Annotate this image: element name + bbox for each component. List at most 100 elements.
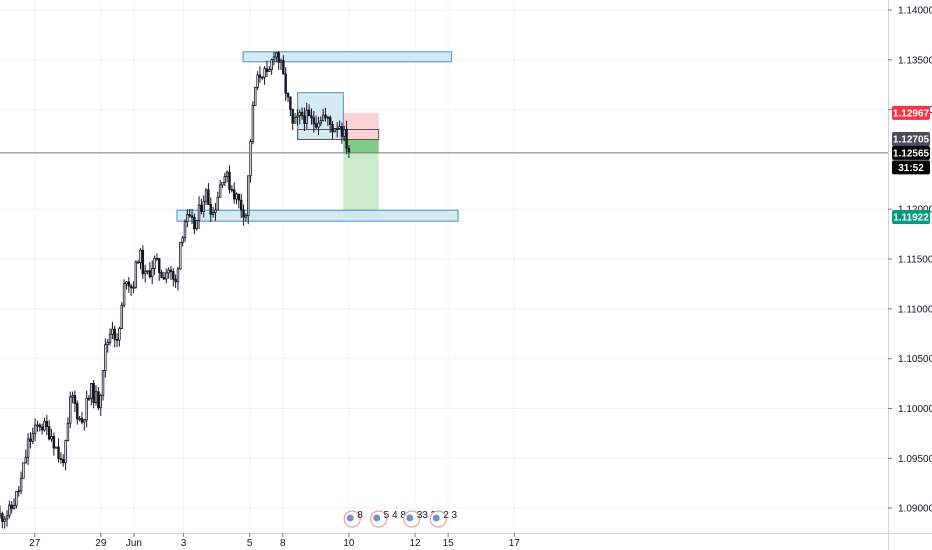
y-tick-label: 1.09000	[898, 504, 932, 515]
event-marker-label: 8	[357, 510, 363, 521]
candle-up	[146, 270, 149, 273]
candle-up	[181, 237, 184, 243]
flag-icon-dot	[346, 514, 354, 522]
candle-up	[183, 221, 187, 239]
candle-down	[207, 189, 210, 205]
candle-up	[197, 204, 201, 221]
candle-up	[225, 171, 229, 177]
candle-up	[272, 56, 276, 61]
candle-down	[76, 403, 79, 420]
price-badge-label: 1.12967	[893, 108, 930, 119]
time-axis[interactable]: 27 29 Jun 3 5 8 10 12 15 17	[29, 533, 520, 549]
candle-down	[303, 115, 306, 124]
candle-down	[38, 424, 42, 428]
price-badges: 1.12967 1.12705 1.12565 31:52 1.11922	[892, 105, 930, 224]
candle-up	[0, 513, 2, 517]
price-axis[interactable]: 1.140001.135001.130001.120001.115001.110…	[888, 5, 932, 515]
candle-up	[118, 328, 121, 341]
candle-down	[209, 204, 212, 215]
candle-down	[312, 117, 316, 125]
candle-down	[347, 147, 351, 154]
candle-up	[108, 333, 112, 343]
x-tick-label: 27	[29, 538, 41, 549]
price-badge-label: 1.12565	[893, 148, 930, 159]
candle-up	[24, 456, 27, 464]
candle-up	[261, 76, 264, 79]
candle-up	[54, 446, 58, 449]
candle-down	[307, 109, 311, 117]
candle-down	[97, 391, 100, 409]
candle-down	[73, 395, 77, 405]
candle-up	[132, 286, 135, 289]
candle-up	[343, 129, 346, 137]
x-tick-label: 3	[181, 538, 187, 549]
candle-up	[83, 419, 86, 423]
candle-up	[71, 395, 74, 398]
candle-down	[1, 513, 4, 522]
grid	[0, 0, 888, 533]
candles	[0, 50, 351, 529]
candle-up	[15, 490, 18, 506]
candle-up	[64, 440, 67, 464]
candle-up	[78, 418, 81, 420]
candle-up	[254, 87, 257, 106]
candle-up	[111, 328, 114, 335]
candle-up	[3, 518, 6, 522]
candle-up	[139, 249, 142, 264]
candle-up	[211, 212, 215, 215]
candle-up	[26, 438, 30, 458]
flag-icon-dot	[432, 514, 440, 522]
candle-down	[174, 278, 177, 283]
candle-down	[92, 383, 95, 403]
candle-up	[244, 215, 248, 218]
candle-down	[200, 204, 203, 213]
candle-up	[36, 424, 39, 427]
x-tick-label: 8	[280, 538, 286, 549]
candle-down	[237, 193, 241, 201]
economic-events[interactable]: 8 5 4 8 33 2 2 3	[343, 510, 458, 528]
candle-up	[317, 122, 320, 128]
candle-up	[223, 176, 227, 183]
candle-up	[221, 181, 224, 186]
candle-up	[176, 268, 180, 283]
candle-up	[66, 422, 70, 441]
flag-icon-dot	[373, 514, 381, 522]
y-tick-label: 1.11000	[898, 304, 932, 315]
candle-up	[22, 462, 25, 479]
candle-down	[345, 129, 348, 149]
candle-up	[319, 120, 323, 124]
candle-up	[69, 396, 72, 424]
candle-down	[136, 261, 140, 264]
x-tick-label: 10	[343, 538, 355, 549]
candle-up	[150, 268, 154, 278]
candle-up	[305, 109, 308, 124]
candle-down	[57, 446, 60, 459]
candle-up	[275, 52, 278, 58]
candle-down	[141, 249, 145, 275]
candle-up	[143, 270, 147, 275]
candle-down	[52, 436, 56, 449]
candle-down	[230, 188, 234, 191]
stop-loss-area	[343, 112, 379, 139]
candle-down	[29, 438, 32, 442]
candle-down	[148, 270, 152, 278]
candle-up	[106, 342, 109, 346]
candle-up	[99, 394, 102, 409]
candle-up	[214, 209, 217, 213]
candle-down	[282, 60, 285, 75]
candle-down	[300, 111, 304, 117]
candle-down	[331, 124, 334, 133]
candle-down	[277, 52, 280, 63]
candle-up	[31, 433, 35, 442]
candle-up	[204, 189, 208, 202]
candle-down	[239, 199, 243, 211]
candle-up	[296, 115, 299, 118]
candle-down	[289, 96, 292, 110]
candle-up	[293, 116, 297, 124]
price-badge	[892, 209, 930, 224]
candle-up	[270, 59, 273, 71]
candle-up	[279, 60, 283, 63]
candle-down	[47, 426, 51, 440]
